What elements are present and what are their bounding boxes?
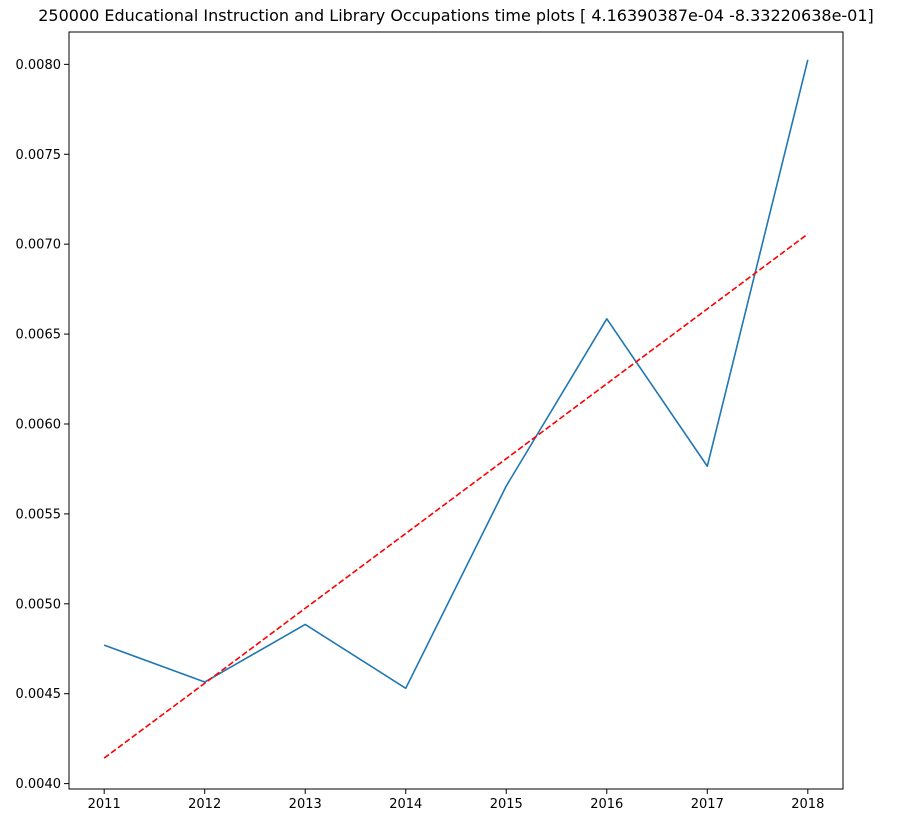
- x-tick-label-5: 2016: [590, 797, 623, 812]
- chart-title: 250000 Educational Instruction and Libra…: [38, 6, 874, 25]
- y-tick-label-0: 0.0040: [16, 777, 62, 792]
- series-1-line: [103, 233, 809, 759]
- x-tick-label-7: 2018: [791, 797, 824, 812]
- y-tick-label-5: 0.0065: [16, 328, 62, 343]
- x-tick-label-0: 2011: [88, 797, 121, 812]
- series-layer: [103, 59, 809, 759]
- y-tick-label-8: 0.0080: [16, 58, 62, 73]
- y-tick-label-4: 0.0060: [16, 417, 62, 432]
- x-tick-label-1: 2012: [188, 797, 221, 812]
- plot-area: [69, 32, 843, 789]
- plot-frame: [68, 31, 844, 790]
- y-tick-label-6: 0.0070: [16, 238, 62, 253]
- y-tick-label-2: 0.0050: [16, 597, 62, 612]
- x-tick-label-2: 2013: [289, 797, 322, 812]
- x-axis: 2011 2012 2013 2014 2015 2016 2017 2018: [88, 789, 824, 812]
- y-tick-label-3: 0.0055: [16, 507, 62, 522]
- y-axis: 0.0040 0.0045 0.0050 0.0055 0.0060 0.0065 0.00…: [16, 58, 69, 792]
- x-tick-label-4: 2015: [490, 797, 523, 812]
- y-tick-label-1: 0.0045: [16, 687, 62, 702]
- y-tick-label-7: 0.0075: [16, 148, 62, 163]
- series-0-line: [103, 59, 809, 690]
- x-tick-label-3: 2014: [389, 797, 422, 812]
- x-tick-label-6: 2017: [691, 797, 724, 812]
